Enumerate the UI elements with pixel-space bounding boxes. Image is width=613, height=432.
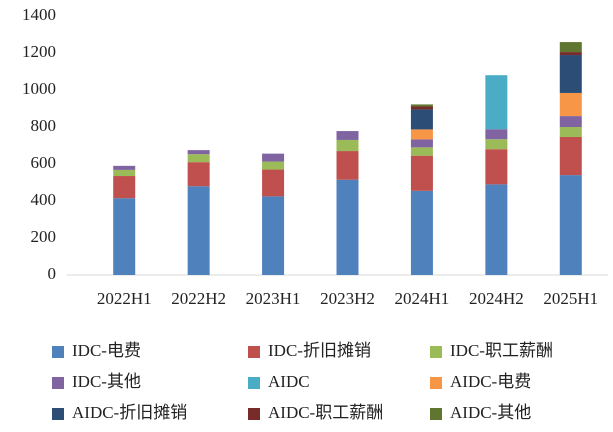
bar-segment xyxy=(262,161,285,170)
bar-segment xyxy=(336,151,359,180)
legend-label: AIDC xyxy=(268,372,310,391)
bar-segment xyxy=(485,184,508,275)
bar-segment xyxy=(262,196,285,275)
y-tick-label: 1200 xyxy=(22,42,56,61)
bar-segment xyxy=(113,169,136,177)
bar-segment xyxy=(485,149,508,185)
y-tick-label: 600 xyxy=(31,153,57,172)
legend-swatch xyxy=(430,346,442,358)
bar-segment xyxy=(410,129,433,140)
bar-segment xyxy=(559,175,582,275)
bar-segment xyxy=(485,139,508,150)
y-tick-label: 1000 xyxy=(22,79,56,98)
bar-segment xyxy=(485,129,508,140)
bar-segment xyxy=(410,139,433,148)
x-tick-label: 2025H1 xyxy=(543,289,598,308)
bar-segment xyxy=(559,127,582,137)
bar-segment xyxy=(559,42,582,53)
x-tick-label: 2024H1 xyxy=(395,289,450,308)
legend-label: IDC-职工薪酬 xyxy=(450,341,553,360)
bar-segment xyxy=(559,52,582,56)
y-tick-label: 1400 xyxy=(22,5,56,24)
legend-swatch xyxy=(52,408,64,420)
bar-segment xyxy=(559,116,582,127)
bar-segment xyxy=(410,106,433,110)
x-tick-label: 2023H1 xyxy=(246,289,301,308)
legend-swatch xyxy=(52,377,64,389)
bar-segment xyxy=(336,131,359,140)
bar-segment xyxy=(559,92,582,117)
bar-segment xyxy=(410,190,433,275)
legend-label: AIDC-其他 xyxy=(450,403,531,422)
legend-swatch xyxy=(52,346,64,358)
x-tick-label: 2024H2 xyxy=(469,289,524,308)
bar-segment xyxy=(187,186,210,275)
legend-swatch xyxy=(248,377,260,389)
legend-swatch xyxy=(248,346,260,358)
bar-segment xyxy=(187,154,210,163)
bar-segment xyxy=(113,165,136,170)
legend-label: AIDC-电费 xyxy=(450,372,531,391)
bar-segment xyxy=(187,162,210,187)
legend-label: AIDC-职工薪酬 xyxy=(268,403,383,422)
y-tick-label: 400 xyxy=(31,190,57,209)
bar-segment xyxy=(113,176,136,199)
legend-label: AIDC-折旧摊销 xyxy=(72,403,187,422)
bar-segment xyxy=(485,75,508,130)
y-tick-label: 200 xyxy=(31,227,57,246)
x-tick-label: 2023H2 xyxy=(320,289,375,308)
legend-label: IDC-电费 xyxy=(72,341,141,360)
y-tick-label: 800 xyxy=(31,116,57,135)
x-tick-label: 2022H2 xyxy=(171,289,226,308)
legend-label: IDC-折旧摊销 xyxy=(268,341,371,360)
bar-segment xyxy=(559,55,582,93)
bar-segment xyxy=(410,155,433,191)
y-tick-label: 0 xyxy=(48,264,57,283)
bar-segment xyxy=(410,104,433,107)
bar-segment xyxy=(113,198,136,275)
legend-label: IDC-其他 xyxy=(72,372,141,391)
legend-swatch xyxy=(430,408,442,420)
bar-segment xyxy=(410,109,433,130)
bar-segment xyxy=(410,147,433,156)
bar-segment xyxy=(262,153,285,162)
bar-segment xyxy=(262,169,285,197)
bar-segment xyxy=(187,150,210,155)
legend-swatch xyxy=(248,408,260,420)
bar-segment xyxy=(336,139,359,152)
bar-segment xyxy=(559,136,582,176)
bar-segment xyxy=(336,179,359,275)
legend-swatch xyxy=(430,377,442,389)
x-tick-label: 2022H1 xyxy=(97,289,152,308)
